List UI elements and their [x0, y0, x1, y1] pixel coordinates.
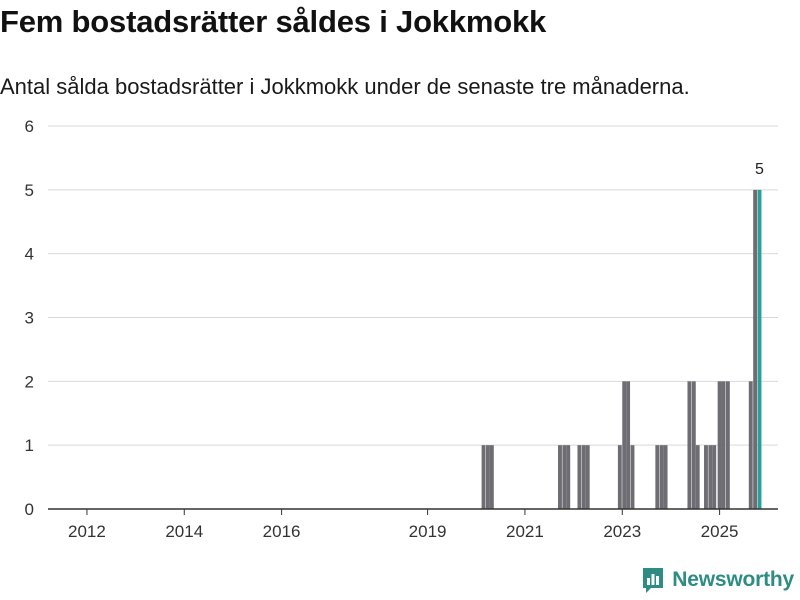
bar — [691, 381, 696, 509]
x-tick-label: 2023 — [603, 522, 641, 541]
x-tick-label: 2021 — [506, 522, 544, 541]
bar — [585, 445, 590, 509]
bar — [486, 445, 490, 509]
bar — [481, 445, 486, 509]
newsworthy-logo-icon — [641, 566, 665, 594]
bar — [655, 445, 660, 509]
y-tick-label: 3 — [25, 309, 34, 328]
y-tick-label: 1 — [25, 436, 34, 455]
x-tick-label: 2014 — [165, 522, 203, 541]
bar — [717, 381, 722, 509]
bar — [695, 445, 700, 509]
x-axis-tick-labels: 2012 2014 2016 2019 2021 2023 2025 — [68, 522, 738, 541]
chart-subtitle: Antal sålda bostadsrätter i Jokkmokk und… — [0, 74, 690, 99]
bar — [622, 381, 627, 509]
x-tick-label: 2012 — [68, 522, 106, 541]
bar — [562, 445, 567, 509]
bar — [704, 445, 708, 509]
bar-latest — [757, 189, 762, 510]
data-labels: 5 — [755, 161, 764, 178]
bar — [712, 445, 717, 509]
y-tick-label: 4 — [25, 245, 34, 264]
y-axis-tick-labels: 0 1 2 3 4 5 6 — [25, 117, 34, 519]
y-tick-label: 5 — [25, 181, 34, 200]
bar — [663, 445, 668, 509]
bar — [558, 445, 562, 509]
bar — [617, 445, 622, 509]
bars — [481, 189, 762, 510]
bar — [748, 381, 753, 509]
data-label-latest: 5 — [755, 161, 764, 178]
x-tick-label: 2025 — [701, 522, 739, 541]
x-tick-label: 2019 — [409, 522, 447, 541]
bar — [626, 381, 631, 509]
bar — [566, 445, 571, 509]
brand-logo: Newsworthy — [641, 566, 794, 594]
brand-name: Newsworthy — [672, 568, 794, 591]
chart-title: Fem bostadsrätter såldes i Jokkmokk — [0, 4, 547, 39]
x-axis — [48, 508, 778, 515]
y-tick-label: 2 — [25, 372, 34, 391]
bar — [708, 445, 713, 509]
gridlines — [48, 125, 778, 446]
bar — [581, 445, 586, 509]
bar — [489, 445, 494, 509]
y-tick-label: 0 — [25, 500, 34, 519]
bar — [721, 381, 726, 509]
bar — [659, 445, 664, 509]
bar — [753, 189, 758, 510]
bar — [577, 445, 582, 509]
bar — [630, 445, 635, 509]
x-tick-label: 2016 — [263, 522, 301, 541]
y-tick-label: 6 — [25, 117, 34, 136]
bar — [725, 381, 730, 509]
bar — [687, 381, 692, 509]
